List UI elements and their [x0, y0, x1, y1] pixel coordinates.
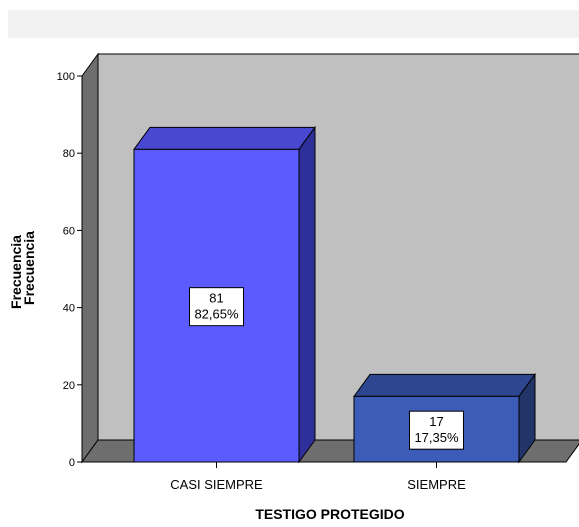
y-tick-label: 0 — [69, 457, 75, 469]
left-wall — [81, 52, 99, 464]
y-tick-label: 40 — [63, 303, 75, 315]
x-category-label: SIEMPRE — [407, 477, 466, 492]
data-label-count: 17 — [429, 414, 443, 429]
y-tick-label: 60 — [63, 225, 75, 237]
data-label-box — [189, 287, 244, 327]
bar-top — [133, 126, 316, 150]
header-band — [8, 10, 579, 38]
data-label-percent: 82,65% — [194, 307, 239, 322]
data-label-count: 81 — [209, 291, 223, 306]
bar-top — [353, 373, 536, 397]
y-tick-label: 20 — [63, 380, 75, 392]
y-axis-title: Frecuencia — [21, 231, 37, 305]
bar-side — [298, 125, 316, 464]
y-axis-title-ghost: Frecuencia — [8, 235, 24, 309]
x-axis-title: TESTIGO PROTEGIDO — [255, 506, 404, 522]
y-tick-label: 80 — [63, 148, 75, 160]
data-label-percent: 17,35% — [414, 430, 459, 445]
data-label-box — [409, 410, 464, 450]
x-category-label: CASI SIEMPRE — [170, 477, 263, 492]
y-tick-label: 100 — [57, 71, 75, 83]
